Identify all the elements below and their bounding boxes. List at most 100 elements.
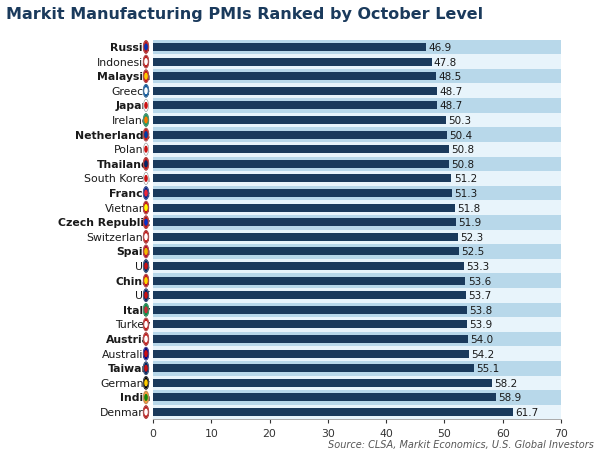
Circle shape [143, 246, 148, 258]
Bar [153, 274, 561, 288]
Bar [153, 230, 561, 244]
Text: Denmark: Denmark [100, 407, 150, 417]
Text: 53.9: 53.9 [469, 320, 493, 330]
Bar [153, 172, 561, 186]
Circle shape [145, 89, 147, 94]
Bar [153, 233, 458, 241]
Bar [153, 41, 561, 55]
Circle shape [143, 377, 148, 389]
Bar [153, 157, 561, 172]
Bar [153, 303, 561, 318]
Bar [153, 102, 437, 110]
Text: Indonesia: Indonesia [97, 57, 150, 68]
Text: 47.8: 47.8 [434, 57, 457, 68]
Bar [153, 175, 451, 183]
Circle shape [145, 336, 147, 342]
Circle shape [145, 220, 147, 226]
Bar [153, 114, 561, 128]
Circle shape [143, 391, 148, 404]
Text: France: France [109, 189, 150, 198]
Bar [153, 55, 561, 70]
Bar [153, 204, 455, 212]
Text: Malaysia: Malaysia [97, 72, 150, 82]
Bar [153, 84, 561, 99]
Circle shape [143, 318, 148, 331]
Circle shape [145, 380, 147, 386]
Circle shape [145, 162, 147, 167]
Circle shape [145, 264, 147, 269]
Text: 53.3: 53.3 [466, 262, 489, 272]
Bar [153, 201, 561, 216]
Circle shape [145, 191, 147, 196]
Bar [153, 259, 561, 274]
Circle shape [145, 308, 147, 313]
Text: 53.7: 53.7 [469, 290, 491, 300]
Circle shape [145, 366, 147, 371]
Circle shape [143, 290, 148, 302]
Bar [153, 335, 468, 343]
Circle shape [145, 147, 147, 152]
Text: Switzerland: Switzerland [86, 232, 150, 242]
Text: Ireland: Ireland [112, 116, 150, 126]
Text: Greece: Greece [111, 87, 150, 97]
Circle shape [143, 275, 148, 287]
Text: 51.2: 51.2 [454, 174, 477, 184]
Circle shape [145, 103, 147, 109]
Text: 61.7: 61.7 [515, 407, 538, 417]
Circle shape [143, 129, 148, 142]
Bar [153, 408, 512, 416]
Circle shape [145, 249, 147, 255]
Text: Vietnam: Vietnam [105, 203, 150, 213]
Bar [153, 44, 427, 52]
Circle shape [143, 333, 148, 345]
Text: 58.9: 58.9 [499, 392, 522, 403]
Bar [153, 379, 492, 387]
Bar [153, 394, 496, 401]
Circle shape [145, 235, 147, 240]
Bar [153, 405, 561, 419]
Text: 51.9: 51.9 [458, 218, 481, 228]
Circle shape [145, 176, 147, 182]
Bar [153, 73, 436, 81]
Text: Spain: Spain [116, 247, 150, 257]
Text: South Korea: South Korea [84, 174, 150, 184]
Circle shape [143, 188, 148, 200]
Text: Japan: Japan [116, 101, 150, 111]
Text: Poland: Poland [113, 145, 150, 155]
Circle shape [143, 115, 148, 127]
Circle shape [145, 410, 147, 415]
Text: Austria: Austria [106, 334, 150, 344]
Bar [153, 306, 467, 314]
Circle shape [145, 133, 147, 138]
Text: 50.8: 50.8 [451, 160, 475, 170]
Bar [153, 186, 561, 201]
Circle shape [145, 118, 147, 124]
Circle shape [143, 216, 148, 229]
Text: 51.8: 51.8 [457, 203, 481, 213]
Circle shape [145, 395, 147, 400]
Bar [153, 321, 467, 329]
Circle shape [143, 348, 148, 360]
Circle shape [143, 71, 148, 83]
Circle shape [145, 205, 147, 211]
Bar [153, 262, 464, 271]
Bar [153, 376, 561, 390]
Bar [153, 128, 561, 143]
Bar [153, 244, 561, 259]
Text: 51.3: 51.3 [454, 189, 478, 198]
Bar [153, 87, 437, 96]
Circle shape [145, 351, 147, 357]
Text: 46.9: 46.9 [428, 43, 452, 53]
Circle shape [143, 231, 148, 244]
Text: Australia: Australia [102, 349, 150, 359]
Bar [153, 350, 469, 358]
Bar [153, 288, 561, 303]
Text: Markit Manufacturing PMIs Ranked by October Level: Markit Manufacturing PMIs Ranked by Octo… [6, 7, 483, 22]
Bar [153, 219, 455, 227]
Bar [153, 277, 466, 285]
Bar [153, 216, 561, 230]
Circle shape [145, 74, 147, 80]
Circle shape [143, 42, 148, 54]
Text: 48.5: 48.5 [438, 72, 461, 82]
Circle shape [143, 202, 148, 214]
